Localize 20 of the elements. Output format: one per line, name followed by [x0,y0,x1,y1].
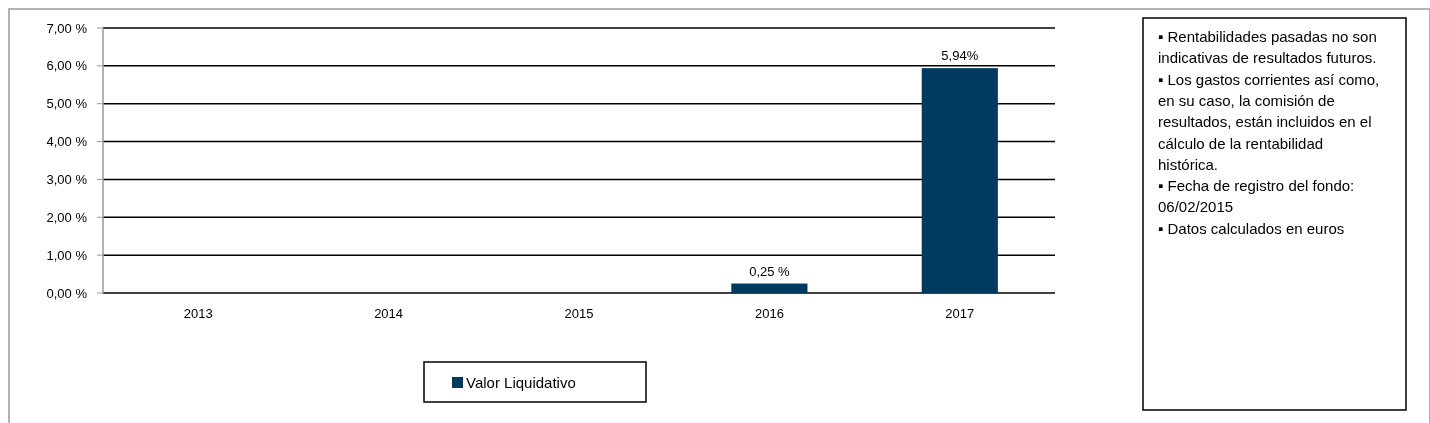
x-tick-label: 2014 [374,306,404,321]
y-tick-label: 2,00 % [46,209,88,225]
legend-label: Valor Liquidativo [466,374,576,392]
y-tick-label: 0,00 % [46,285,88,301]
x-tick-label: 2015 [564,306,594,321]
y-tick-label: 1,00 % [46,247,88,263]
text: ▪ Fecha de registro del fondo: 06/02/2015 [1158,177,1355,216]
y-tick-label: 3,00 % [46,171,88,187]
text: ▪ Datos calculados en euros [1158,219,1345,237]
x-tick-label: 2016 [754,306,784,321]
x-tick-label: 2013 [183,306,213,321]
data-label: 0,25 % [749,263,791,279]
text: ▪ Los gastos corrientes así como, en su caso, la comisión de resultados, están incluidos en el cálculo de la rentabilidad histórica. [1158,70,1380,173]
y-tick-label: 4,00 % [46,134,88,150]
data-label: 5,94% [941,48,979,64]
text: ▪ Rentabilidades pasadas no son indicativas de resultados futuros. [1158,28,1377,67]
y-tick-label: 7,00 % [46,20,88,36]
y-tick-label: 5,00 % [46,96,88,112]
x-tick-label: 2017 [945,306,975,321]
y-tick-label: 6,00 % [46,58,88,74]
